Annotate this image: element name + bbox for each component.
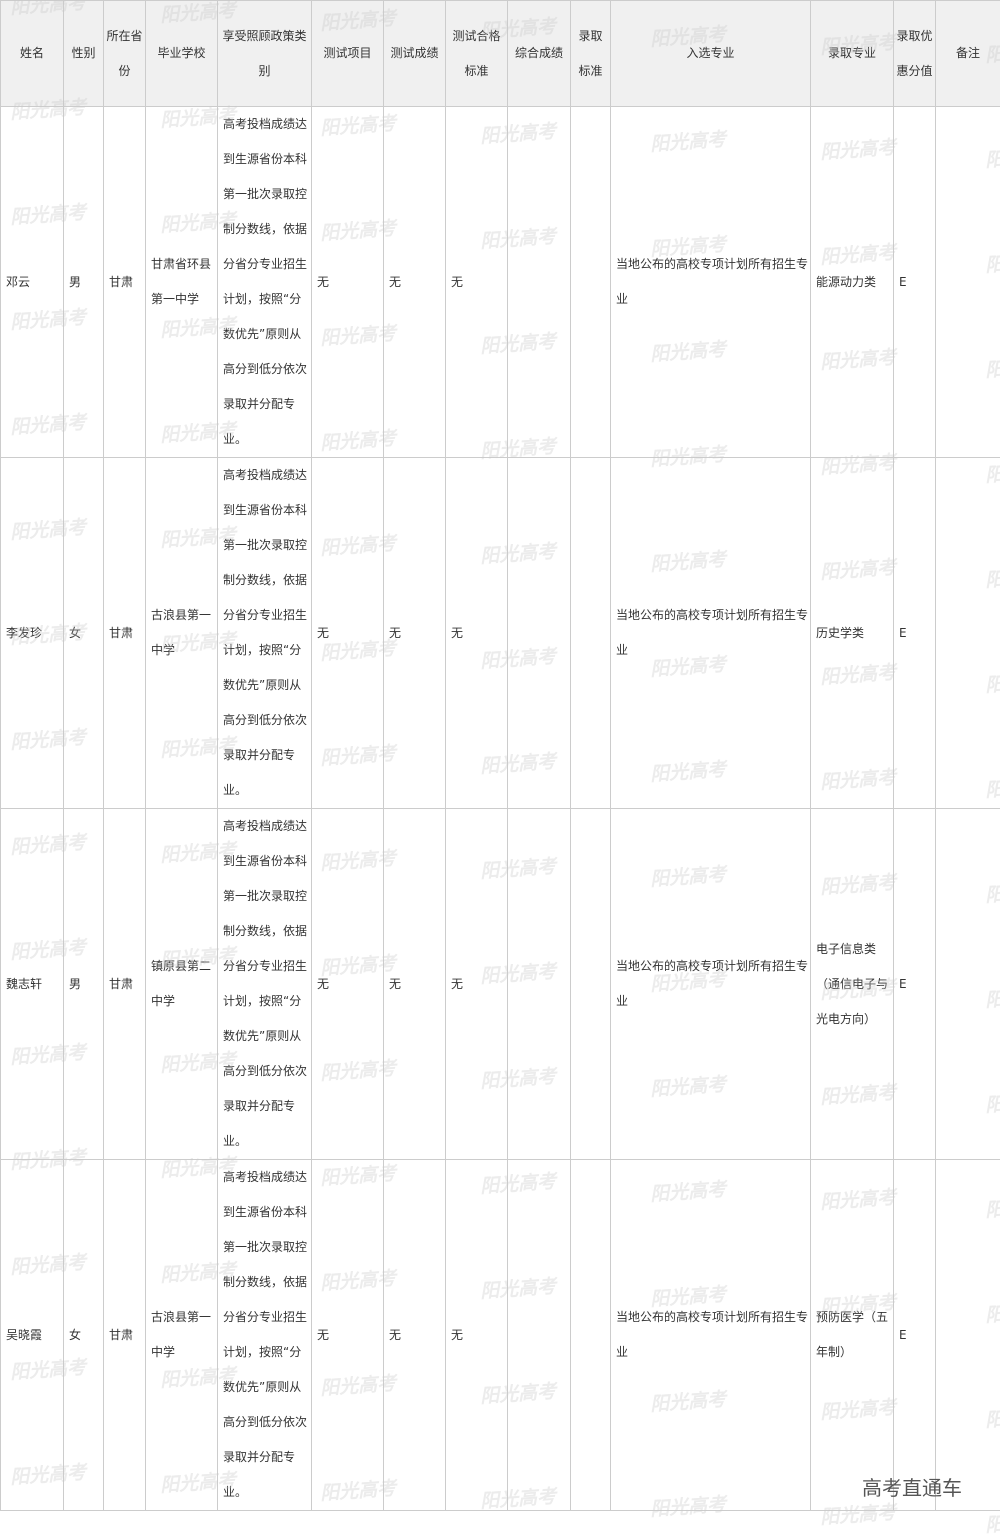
cell-total-score (508, 1160, 571, 1511)
cell-test-standard: 无 (446, 458, 508, 809)
cell-admitted-major: 预防医学（五年制） (811, 1160, 894, 1511)
header-name: 姓名 (1, 1, 64, 107)
header-province: 所在省份 (104, 1, 146, 107)
cell-province: 甘肃 (104, 809, 146, 1160)
cell-remark (936, 809, 1000, 1160)
cell-selected-major: 当地公布的高校专项计划所有招生专业 (611, 107, 811, 458)
cell-remark (936, 107, 1000, 458)
cell-name: 李发珍 (1, 458, 64, 809)
cell-selected-major: 当地公布的高校专项计划所有招生专业 (611, 1160, 811, 1511)
cell-test-score: 无 (384, 1160, 446, 1511)
cell-gender: 男 (64, 809, 104, 1160)
cell-gender: 男 (64, 107, 104, 458)
header-admit-standard: 录取标准 (571, 1, 611, 107)
cell-school: 甘肃省环县第一中学 (146, 107, 218, 458)
cell-name: 魏志轩 (1, 809, 64, 1160)
header-bonus: 录取优惠分值 (894, 1, 936, 107)
cell-test-standard: 无 (446, 107, 508, 458)
cell-admitted-major: 历史学类 (811, 458, 894, 809)
cell-admitted-major: 电子信息类（通信电子与光电方向） (811, 809, 894, 1160)
cell-name: 吴晓霞 (1, 1160, 64, 1511)
table-row: 吴晓霞女甘肃古浪县第一中学高考投档成绩达到生源省份本科第一批次录取控制分数线，依… (1, 1160, 1000, 1511)
cell-test-item: 无 (312, 809, 384, 1160)
cell-test-score: 无 (384, 458, 446, 809)
cell-bonus: E (894, 107, 936, 458)
table-row: 李发珍女甘肃古浪县第一中学高考投档成绩达到生源省份本科第一批次录取控制分数线，依… (1, 458, 1000, 809)
cell-school: 古浪县第一中学 (146, 1160, 218, 1511)
cell-province: 甘肃 (104, 458, 146, 809)
cell-test-score: 无 (384, 809, 446, 1160)
header-test-item: 测试项目 (312, 1, 384, 107)
logo-text: 高考直通车 (862, 1472, 962, 1501)
cell-admitted-major: 能源动力类 (811, 107, 894, 458)
cell-test-item: 无 (312, 458, 384, 809)
cell-policy: 高考投档成绩达到生源省份本科第一批次录取控制分数线，依据分省分专业招生计划，按照… (218, 458, 312, 809)
cell-gender: 女 (64, 1160, 104, 1511)
header-admitted-major: 录取专业 (811, 1, 894, 107)
table-row: 邓云男甘肃甘肃省环县第一中学高考投档成绩达到生源省份本科第一批次录取控制分数线，… (1, 107, 1000, 458)
cell-bonus: E (894, 1160, 936, 1511)
cell-policy: 高考投档成绩达到生源省份本科第一批次录取控制分数线，依据分省分专业招生计划，按照… (218, 1160, 312, 1511)
cell-test-score: 无 (384, 107, 446, 458)
cell-selected-major: 当地公布的高校专项计划所有招生专业 (611, 809, 811, 1160)
header-row: 姓名性别所在省份毕业学校享受照顾政策类别测试项目测试成绩测试合格标准综合成绩录取… (1, 1, 1000, 107)
cell-admit-standard (571, 458, 611, 809)
header-test-score: 测试成绩 (384, 1, 446, 107)
cell-admit-standard (571, 809, 611, 1160)
cell-total-score (508, 809, 571, 1160)
cell-province: 甘肃 (104, 1160, 146, 1511)
cell-test-item: 无 (312, 1160, 384, 1511)
cell-test-standard: 无 (446, 809, 508, 1160)
cell-bonus: E (894, 809, 936, 1160)
cell-school: 镇原县第二中学 (146, 809, 218, 1160)
cell-admit-standard (571, 107, 611, 458)
cell-total-score (508, 107, 571, 458)
cell-selected-major: 当地公布的高校专项计划所有招生专业 (611, 458, 811, 809)
cell-bonus: E (894, 458, 936, 809)
header-total-score: 综合成绩 (508, 1, 571, 107)
header-selected-major: 入选专业 (611, 1, 811, 107)
cell-policy: 高考投档成绩达到生源省份本科第一批次录取控制分数线，依据分省分专业招生计划，按照… (218, 107, 312, 458)
header-gender: 性别 (64, 1, 104, 107)
cell-remark (936, 1160, 1000, 1511)
cell-name: 邓云 (1, 107, 64, 458)
cell-remark (936, 458, 1000, 809)
header-policy: 享受照顾政策类别 (218, 1, 312, 107)
header-school: 毕业学校 (146, 1, 218, 107)
cell-test-standard: 无 (446, 1160, 508, 1511)
cell-gender: 女 (64, 458, 104, 809)
cell-admit-standard (571, 1160, 611, 1511)
cell-policy: 高考投档成绩达到生源省份本科第一批次录取控制分数线，依据分省分专业招生计划，按照… (218, 809, 312, 1160)
header-test-standard: 测试合格标准 (446, 1, 508, 107)
table-row: 魏志轩男甘肃镇原县第二中学高考投档成绩达到生源省份本科第一批次录取控制分数线，依… (1, 809, 1000, 1160)
cell-school: 古浪县第一中学 (146, 458, 218, 809)
cell-test-item: 无 (312, 107, 384, 458)
cell-province: 甘肃 (104, 107, 146, 458)
cell-total-score (508, 458, 571, 809)
header-remark: 备注 (936, 1, 1000, 107)
